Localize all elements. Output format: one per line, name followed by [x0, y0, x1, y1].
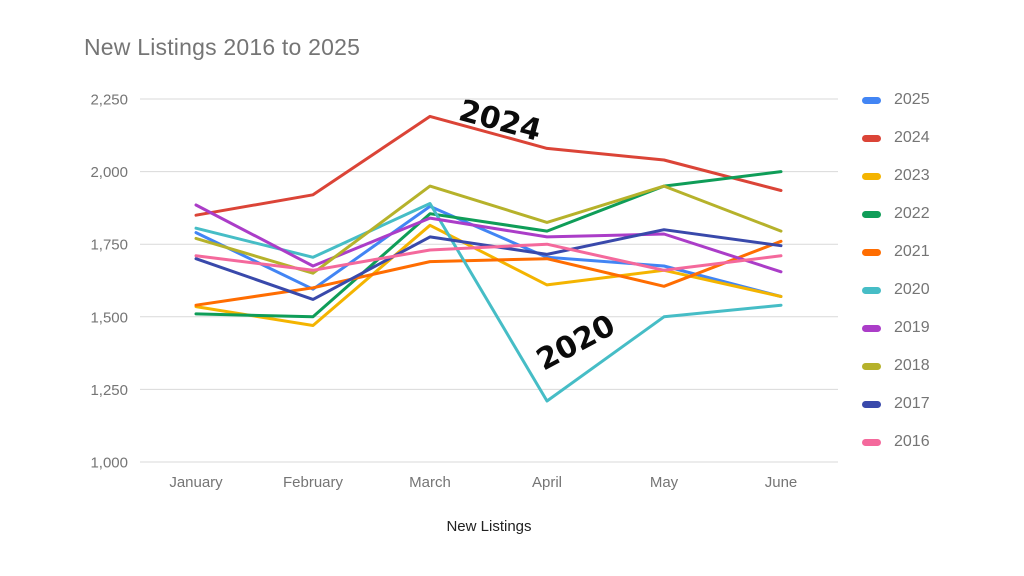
x-tick-label-march: March [409, 474, 451, 491]
y-tick-label: 1,000 [90, 455, 128, 472]
legend-swatch-2016 [862, 438, 881, 446]
series-line-2025 [194, 204, 783, 298]
series-line-2016 [194, 242, 783, 272]
series-line-2023 [194, 223, 783, 327]
legend-label: 2024 [894, 129, 930, 146]
legend-item-2020: 2020 [862, 271, 930, 309]
y-tick-label: 1,250 [90, 382, 128, 399]
legend-item-2021: 2021 [862, 233, 930, 271]
y-tick-label: 1,500 [90, 309, 128, 326]
y-tick-label: 1,750 [90, 237, 128, 254]
legend-label: 2016 [894, 433, 930, 450]
legend-item-2018: 2018 [862, 347, 930, 385]
series-line-2021 [194, 239, 783, 307]
y-tick-label: 2,000 [90, 164, 128, 181]
legend-label: 2021 [894, 243, 930, 260]
legend-item-2017: 2017 [862, 385, 930, 423]
legend-item-2023: 2023 [862, 157, 930, 195]
legend-item-2019: 2019 [862, 309, 930, 347]
legend: 2025 2024 2023 2022 2021 2020 2019 2018 2017 2016 [862, 81, 930, 461]
legend-swatch-2021 [862, 248, 881, 256]
x-tick-label-june: June [765, 474, 798, 491]
legend-swatch-2019 [862, 324, 881, 332]
legend-label: 2022 [894, 205, 930, 222]
legend-item-2025: 2025 [862, 81, 930, 119]
legend-swatch-2024 [862, 134, 881, 142]
legend-swatch-2018 [862, 362, 881, 370]
series-line-2020 [194, 202, 783, 403]
legend-item-2024: 2024 [862, 119, 930, 157]
legend-label: 2018 [894, 357, 930, 374]
x-tick-label-january: January [169, 474, 223, 491]
x-tick-label-may: May [650, 474, 679, 491]
legend-label: 2025 [894, 91, 930, 108]
x-tick-label-april: April [532, 474, 562, 491]
legend-label: 2019 [894, 319, 930, 336]
series-line-2024 [194, 114, 783, 217]
legend-swatch-2025 [862, 96, 881, 104]
series-line-2022 [194, 170, 783, 319]
series-line-2019 [194, 203, 783, 274]
x-tick-label-february: February [283, 474, 344, 491]
legend-swatch-2022 [862, 210, 881, 218]
legend-swatch-2020 [862, 286, 881, 294]
legend-swatch-2023 [862, 172, 881, 180]
x-axis-title: New Listings [446, 518, 531, 535]
chart-title: New Listings 2016 to 2025 [84, 34, 361, 60]
legend-label: 2023 [894, 167, 930, 184]
legend-item-2022: 2022 [862, 195, 930, 233]
legend-swatch-2017 [862, 400, 881, 408]
legend-label: 2020 [894, 281, 930, 298]
legend-label: 2017 [894, 395, 930, 412]
legend-item-2016: 2016 [862, 423, 930, 461]
y-tick-label: 2,250 [90, 92, 128, 109]
